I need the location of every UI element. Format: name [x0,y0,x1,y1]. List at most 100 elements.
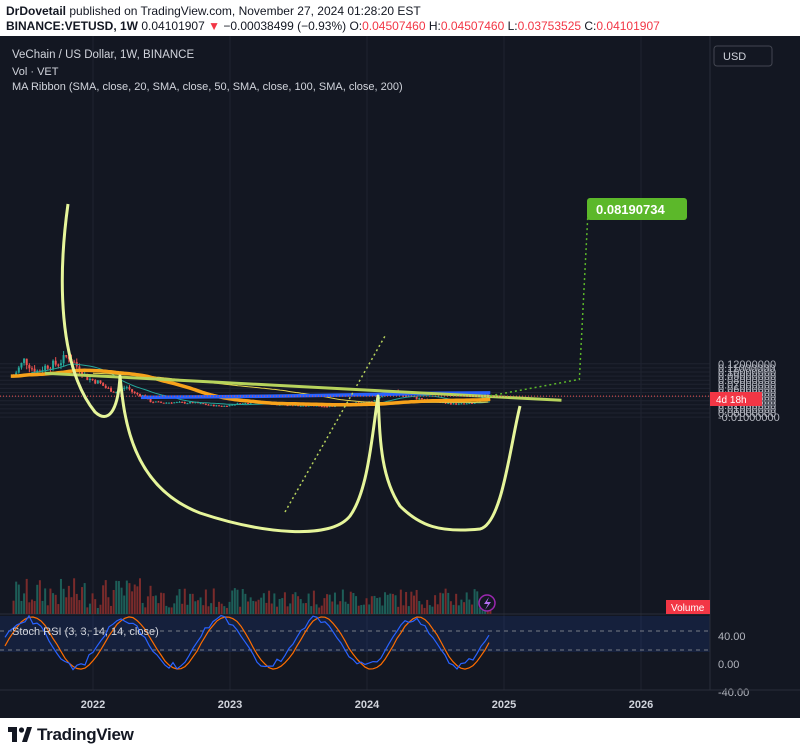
volume-bar [170,607,173,614]
candle-body [25,358,28,366]
candle-body [57,364,60,366]
candle-body [215,405,218,407]
volume-bar [381,605,384,614]
y-tick-label: 0.01000000 [718,404,776,416]
candle-body [447,403,450,405]
candle-body [170,402,173,404]
volume-bar [136,586,139,614]
cup-handle-pattern[interactable] [60,203,522,534]
volume-bar [297,596,300,614]
candle-body [186,403,189,405]
volume-bar [233,588,236,614]
volume-bar [273,593,276,614]
volume-bar [333,592,336,614]
volume-bar [165,605,168,614]
candle-body [41,370,44,372]
candle-body [167,402,170,404]
volume-bar [355,596,358,614]
y-tick-label: 0.11000000 [718,363,775,375]
volume-bar [249,597,252,614]
candle-body [460,403,463,405]
volume-bar [473,589,476,614]
volume-bar [478,607,481,614]
candle-body [115,392,118,394]
candle-body [162,402,165,404]
trendline[interactable] [45,371,562,402]
volume-bar [173,603,176,614]
volume-bar [218,601,221,614]
volume-bar [270,603,273,614]
volume-bar [223,606,226,614]
candle-body [23,358,26,363]
volume-bar [304,603,307,614]
volume-bar [30,599,33,614]
candle-body [33,368,36,374]
vol-legend[interactable]: Vol · VET [12,66,59,78]
high-value: 0.04507460 [440,19,505,33]
volume-bar [162,593,165,614]
volume-bar [268,590,271,614]
volume-bar [386,594,389,614]
candle-body [136,392,139,395]
volume-bar [434,595,437,614]
candle-body [104,385,107,388]
volume-bar [302,603,305,614]
change-value: −0.00038499 (−0.93%) [223,19,347,33]
tradingview-logo[interactable]: TradingView [8,725,134,745]
volume-bar [265,602,268,614]
volume-bar [181,603,184,614]
volume-bar [444,588,447,614]
volume-bar [189,593,192,614]
volume-bar [397,606,400,614]
volume-bar [405,591,408,614]
candle-body [304,405,307,407]
candle-body [465,403,468,405]
volume-bar [439,592,442,614]
candle-body [191,401,194,404]
candle-body [333,406,336,408]
candle-body [178,401,181,403]
candle-body [468,402,471,404]
volume-bar [252,600,255,614]
volume-bar [175,595,178,614]
candle-body [20,362,23,368]
volume-bar [452,604,455,614]
volume-bar [260,597,263,614]
volume-bar [344,601,347,614]
volume-bar [281,598,284,614]
volume-bar [415,589,418,614]
volume-bar [160,592,163,614]
symbol-info: BINANCE:VETUSD, 1W [6,19,139,33]
ma-ribbon-legend[interactable]: MA Ribbon (SMA, close, 20, SMA, close, 5… [12,81,403,93]
candle-body [189,401,192,404]
candle-body [418,398,421,400]
candle-body [112,391,115,393]
candle-body [207,404,210,406]
candle-body [88,378,91,380]
volume-bar [262,593,265,614]
volume-bar [326,594,329,614]
volume-bar [17,584,20,614]
target-projection[interactable] [490,211,589,397]
volume-bar [41,600,44,614]
candle-body [373,400,376,402]
stoch-legend[interactable]: Stoch RSI (3, 3, 14, 14, close) [12,626,159,638]
volume-bar [360,605,363,614]
volume-bar [128,583,131,614]
candle-body [323,406,326,408]
projection-line[interactable] [284,335,386,513]
volume-bar [112,589,115,614]
volume-bar [349,591,352,614]
candle-body [320,406,323,408]
chart-canvas[interactable]: 0.120000000.110000000.100000000.09000000… [0,36,800,718]
volume-bar [323,598,326,614]
candle-body [157,401,160,403]
volume-bar [331,601,334,614]
author-name[interactable]: DrDovetail [6,4,67,18]
candle-body [415,397,418,399]
volume-bar [468,599,471,614]
volume-bar [378,597,381,614]
currency-label[interactable]: USD [723,51,746,63]
volume-bar [394,595,397,614]
volume-bar [96,607,99,614]
